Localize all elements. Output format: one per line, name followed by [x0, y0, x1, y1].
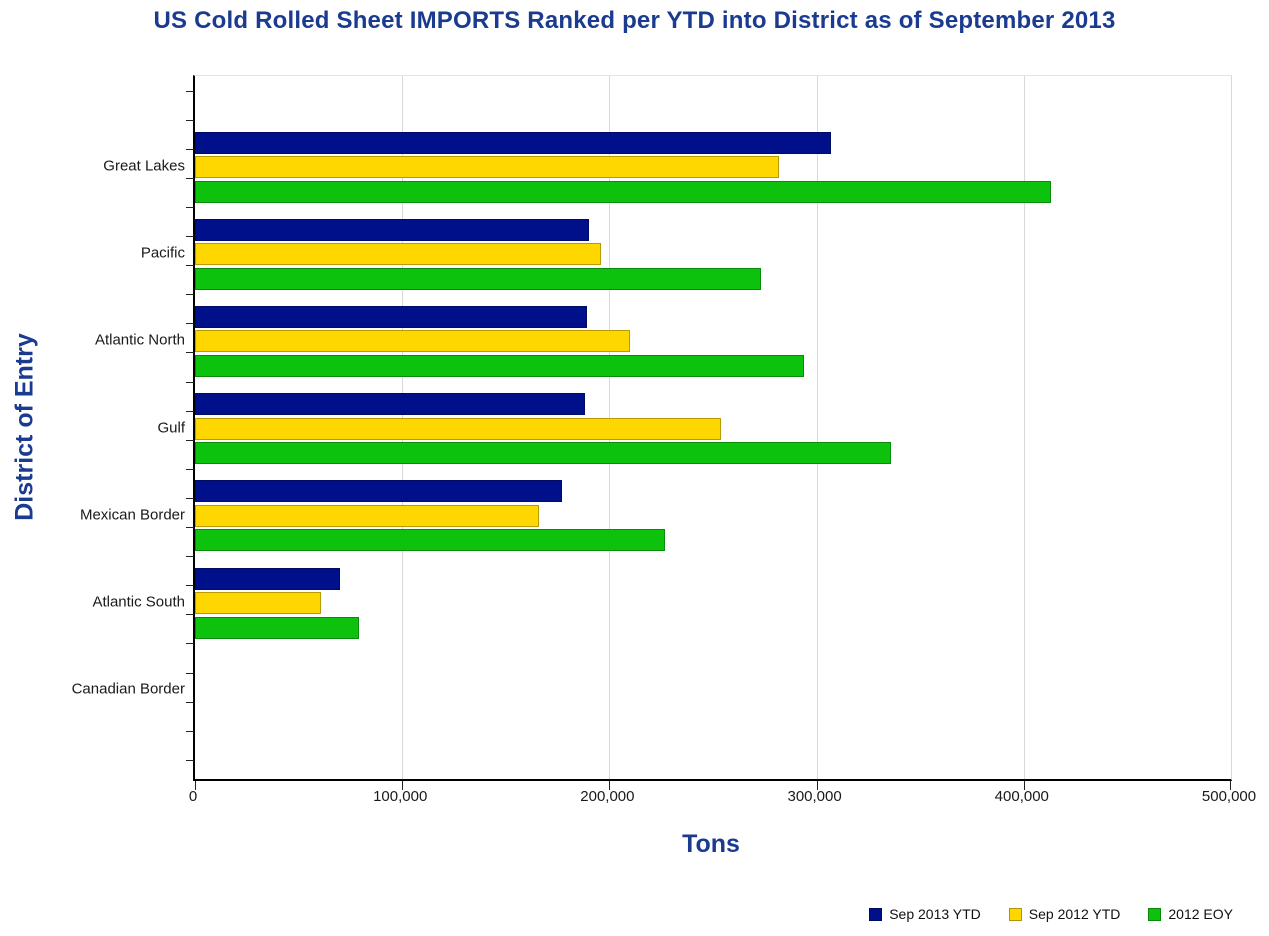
bar-sep-2013-ytd-atlantic-south — [195, 567, 341, 590]
bar-sep-2013-ytd-pacific — [195, 218, 589, 241]
legend-swatch-2012-eoy — [1148, 907, 1162, 921]
legend-label-2012-eoy: 2012 EOY — [1168, 906, 1233, 922]
x-axis-tick — [609, 781, 611, 790]
chart-title: US Cold Rolled Sheet IMPORTS Ranked per … — [153, 7, 1116, 34]
legend: Sep 2013 YTD Sep 2012 YTD 2012 EOY — [869, 906, 1233, 922]
x-axis-tick-label: 100,000 — [373, 788, 428, 805]
y-axis-tick — [186, 410, 194, 412]
bar-sep-2013-ytd-mexican-border — [195, 480, 562, 503]
legend-item-sep-2013-ytd: Sep 2013 YTD — [869, 906, 981, 922]
gridline — [816, 76, 818, 779]
x-axis-tick — [402, 781, 404, 790]
bar-2012-eoy-pacific — [195, 267, 761, 290]
bar-2012-eoy-gulf — [195, 442, 892, 465]
category-label-pacific: Pacific — [140, 244, 185, 262]
legend-item-sep-2012-ytd: Sep 2012 YTD — [1008, 906, 1121, 922]
y-axis-tick — [186, 148, 194, 150]
bar-sep-2013-ytd-atlantic-north — [195, 305, 587, 328]
legend-swatch-sep-2013-ytd — [869, 907, 883, 921]
y-axis-tick — [186, 352, 194, 354]
y-axis-title: District of Entry — [10, 333, 39, 521]
x-axis-tick — [1230, 781, 1231, 790]
bar-2012-eoy-mexican-border — [195, 529, 666, 552]
y-axis-tick — [186, 119, 194, 121]
y-axis-tick — [186, 759, 194, 761]
y-axis-tick — [186, 701, 194, 703]
x-axis-tick-label: 300,000 — [787, 788, 842, 805]
y-axis-tick — [186, 556, 194, 558]
gridline — [1023, 76, 1025, 779]
y-axis-tick — [186, 730, 194, 732]
x-axis-tick — [1023, 781, 1025, 790]
y-axis-tick — [186, 381, 194, 383]
bar-sep-2012-ytd-atlantic-north — [195, 330, 631, 353]
y-axis-tick — [186, 294, 194, 296]
plot-area — [186, 75, 1232, 790]
legend-label-sep-2012-ytd: Sep 2012 YTD — [1028, 906, 1121, 922]
x-axis-tick-label: 400,000 — [994, 788, 1049, 805]
y-axis-tick — [186, 206, 194, 208]
bar-sep-2012-ytd-atlantic-south — [195, 592, 322, 614]
y-axis-tick — [186, 468, 194, 470]
y-axis-tick — [186, 614, 194, 616]
y-axis-tick — [186, 265, 194, 267]
y-axis-tick — [186, 90, 194, 92]
legend-item-2012-eoy: 2012 EOY — [1148, 906, 1233, 922]
bar-sep-2012-ytd-great-lakes — [195, 156, 780, 178]
bar-sep-2013-ytd-gulf — [195, 393, 585, 416]
bar-sep-2012-ytd-gulf — [195, 417, 722, 440]
bar-sep-2012-ytd-mexican-border — [195, 504, 539, 527]
y-axis-tick — [186, 439, 194, 441]
category-label-gulf: Gulf — [157, 419, 185, 437]
y-axis-tick — [186, 497, 194, 499]
y-axis-tick — [186, 643, 194, 645]
x-axis-tick-label: 0 — [188, 788, 198, 805]
y-axis-tick — [186, 236, 194, 237]
x-axis-tick — [195, 781, 196, 790]
y-axis-tick — [186, 323, 194, 325]
bar-sep-2012-ytd-pacific — [195, 243, 602, 266]
y-axis-tick — [186, 177, 194, 179]
x-axis-title: Tons — [682, 830, 740, 858]
x-axis-tick-label: 500,000 — [1201, 788, 1257, 805]
legend-label-sep-2013-ytd: Sep 2013 YTD — [889, 906, 981, 922]
category-label-great-lakes: Great Lakes — [103, 157, 185, 175]
y-axis-tick — [186, 585, 194, 587]
category-label-mexican-border: Mexican Border — [79, 506, 185, 524]
category-label-canadian-border: Canadian Border — [71, 680, 185, 698]
x-axis-tick — [816, 781, 818, 790]
category-label-atlantic-south: Atlantic South — [92, 593, 185, 611]
category-label-atlantic-north: Atlantic North — [94, 331, 185, 349]
bar-2012-eoy-atlantic-north — [195, 354, 805, 377]
bar-2012-eoy-great-lakes — [195, 180, 1051, 203]
y-axis-tick — [186, 672, 194, 674]
y-axis-tick — [186, 527, 194, 528]
bar-2012-eoy-atlantic-south — [195, 616, 359, 639]
x-axis-tick-label: 200,000 — [580, 788, 635, 805]
bar-sep-2013-ytd-great-lakes — [195, 131, 832, 154]
legend-swatch-sep-2012-ytd — [1008, 907, 1022, 921]
